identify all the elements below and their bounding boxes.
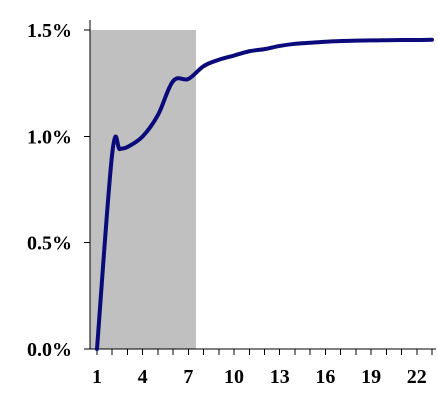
x-tick-label: 13	[270, 366, 290, 388]
y-tick-label: 1.5%	[27, 20, 72, 42]
x-tick-label: 22	[407, 366, 427, 388]
x-tick-label: 4	[138, 366, 148, 388]
x-tick-label: 1	[92, 366, 102, 388]
x-tick-label: 7	[183, 366, 193, 388]
y-tick-label: 0.0%	[27, 339, 72, 361]
series-line	[95, 37, 434, 351]
y-tick-label: 1.0%	[27, 126, 72, 148]
series-layer	[95, 37, 434, 351]
y-tick-label: 0.5%	[27, 233, 72, 255]
x-tick-label: 19	[361, 366, 381, 388]
x-tick-label: 10	[224, 366, 244, 388]
x-tick-label: 16	[315, 366, 335, 388]
tick-labels: 0.0% 0.5% 1.0% 1.5% 1 4 7 10 13 16 19 22	[27, 20, 427, 388]
axes	[84, 20, 436, 355]
